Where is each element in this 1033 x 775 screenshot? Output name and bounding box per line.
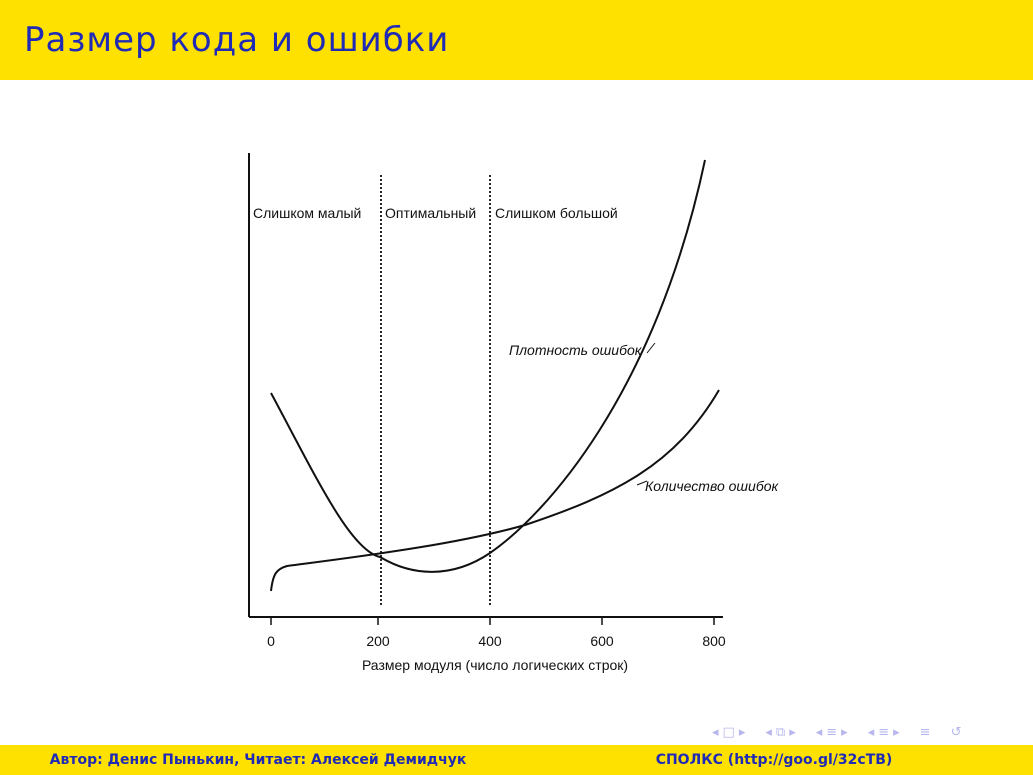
density-curve-label: Плотность ошибок bbox=[509, 342, 643, 358]
nav-appendix-icon[interactable]: ≡ bbox=[919, 724, 931, 740]
nav-next-frame-icon[interactable]: ▸ bbox=[738, 724, 746, 740]
error-size-figure: Слишком малый Оптимальный Слишком большо… bbox=[248, 153, 779, 673]
nav-next-section-icon[interactable]: ▸ bbox=[841, 724, 848, 740]
x-tick-label: 800 bbox=[702, 633, 726, 649]
zone-label-too-small: Слишком малый bbox=[253, 205, 361, 221]
error-count-curve bbox=[270, 389, 720, 592]
nav-prev-subsection-icon[interactable]: ◂ bbox=[765, 724, 772, 740]
error-density-curve bbox=[270, 159, 706, 573]
x-tick-label: 400 bbox=[478, 633, 502, 649]
density-label-leader bbox=[646, 342, 656, 354]
footer-author: Автор: Денис Пынькин, Читает: Алексей Де… bbox=[49, 752, 467, 768]
nav-section-icon[interactable]: ≡ bbox=[826, 724, 838, 740]
title-bar: Размер кода и ошибки bbox=[0, 0, 1033, 80]
nav-frame-icon[interactable]: □ bbox=[722, 724, 735, 740]
x-tick-label: 600 bbox=[590, 633, 614, 649]
count-label-leader bbox=[636, 480, 648, 486]
zone-label-too-large: Слишком большой bbox=[495, 205, 618, 221]
x-axis-label: Размер модуля (число логических строк) bbox=[362, 657, 628, 673]
x-tick-label: 200 bbox=[366, 633, 390, 649]
zone-label-optimal: Оптимальный bbox=[385, 205, 476, 221]
x-tick-label: 0 bbox=[267, 633, 275, 649]
nav-next-subsection-icon[interactable]: ▸ bbox=[789, 724, 796, 740]
nav-prev-frame-icon[interactable]: ◂ bbox=[712, 724, 719, 740]
footer-course: СПОЛКС (http://goo.gl/32cTB) bbox=[655, 752, 893, 768]
nav-subsection-icon[interactable]: ⧉ bbox=[775, 724, 786, 740]
nav-search-icon[interactable]: ↺ bbox=[950, 724, 962, 740]
beamer-navigation: ◂ □ ▸ ◂ ⧉ ▸ ◂ ≡ ▸ ◂ ≡ ▸ ≡ ↺ bbox=[712, 722, 1022, 742]
nav-prev-section-icon[interactable]: ◂ bbox=[815, 724, 823, 740]
footer-bar: Автор: Денис Пынькин, Читает: Алексей Де… bbox=[0, 745, 1033, 775]
nav-document-icon[interactable]: ≡ bbox=[878, 724, 890, 740]
nav-prev-document-icon[interactable]: ◂ bbox=[867, 724, 875, 740]
nav-next-document-icon[interactable]: ▸ bbox=[893, 724, 900, 740]
count-curve-label: Количество ошибок bbox=[645, 478, 779, 494]
slide-title: Размер кода и ошибки bbox=[24, 20, 450, 60]
